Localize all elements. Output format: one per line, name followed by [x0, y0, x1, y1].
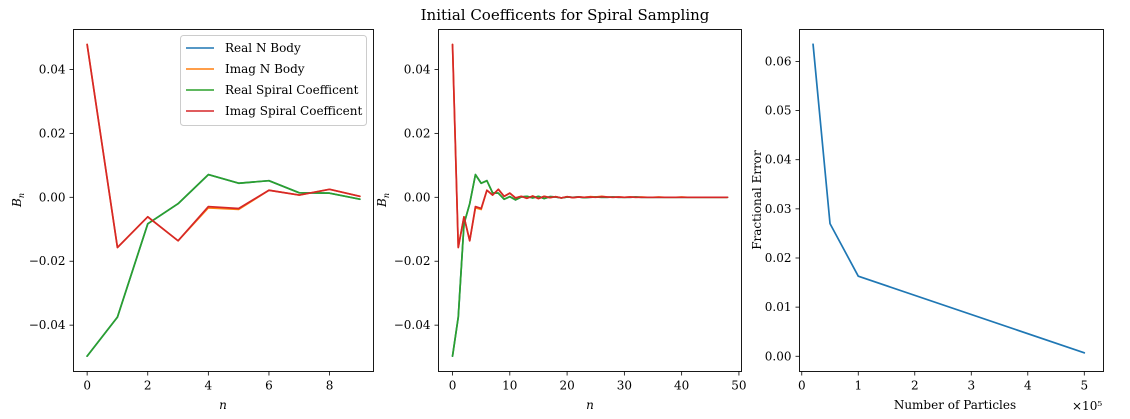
x-axis-label-3: Number of Particles — [894, 398, 1016, 412]
x-tick-label: 20 — [559, 379, 574, 393]
legend-label-real-spiral: Real Spiral Coefficent — [225, 83, 359, 97]
figure-title: Initial Coefficents for Spiral Sampling — [421, 6, 710, 24]
x-axis-label-2: n — [586, 398, 594, 412]
chart-panel-2: 0 10 20 30 40 50 −0.04 −0.02 0.00 0.02 0.04 n Bn — [375, 29, 747, 412]
legend: Real N Body Imag N Body Real Spiral Coef… — [180, 35, 367, 126]
y-tick-label: 0.01 — [765, 300, 792, 314]
y-tick-label: −0.02 — [29, 254, 66, 268]
x-tick-label: 0 — [449, 379, 457, 393]
y-tick-label: 0.02 — [39, 126, 66, 140]
x-axis-label-1: n — [219, 398, 227, 412]
series-line-real-spiral-coefficent-panel-2 — [451, 173, 729, 358]
legend-label-imag-n-body: Imag N Body — [225, 62, 305, 76]
chart-panel-1: 0 2 4 6 8 −0.04 −0.02 0.00 0.02 0.04 n Bn Real N … — [10, 29, 374, 412]
series-line-series-0-panel-3 — [812, 43, 1086, 354]
y-tick-label: −0.04 — [394, 318, 431, 332]
series-line-imag-spiral-coefficent-panel-2 — [451, 43, 729, 249]
x-tick-label: 50 — [731, 379, 746, 393]
y-tick-label: 0.00 — [39, 190, 66, 204]
x-tick-label: 1 — [854, 379, 862, 393]
y-tick-label: 0.00 — [765, 349, 792, 363]
y-axis-label-3: Fractional Error — [750, 150, 764, 250]
x-tick-label: 6 — [265, 379, 273, 393]
x-tick-label: 30 — [617, 379, 632, 393]
y-tick-label: 0.02 — [404, 126, 431, 140]
plot-area-1 — [86, 43, 361, 358]
legend-label-real-n-body: Real N Body — [225, 41, 301, 55]
x-tick-label: 0 — [798, 379, 806, 393]
x-tick-label: 4 — [1024, 379, 1032, 393]
y-tick-label: 0.00 — [404, 190, 431, 204]
plot-area-2 — [451, 43, 729, 358]
series-line-real-n-body-panel-1 — [86, 173, 361, 358]
x-tick-label: 40 — [674, 379, 689, 393]
axes-frame-3 — [799, 29, 1104, 372]
ticks-1: 0 2 4 6 8 −0.04 −0.02 0.00 0.02 0.04 — [29, 62, 334, 392]
plot-area-3 — [812, 43, 1086, 354]
x-tick-label: 8 — [326, 379, 334, 393]
series-line-real-n-body-panel-2 — [451, 173, 729, 358]
legend-label-imag-spiral: Imag Spiral Coefficent — [225, 104, 362, 118]
y-tick-label: 0.06 — [765, 54, 792, 68]
x-tick-label: 5 — [1080, 379, 1088, 393]
y-tick-label: 0.05 — [765, 104, 792, 118]
axes-frame-1 — [73, 29, 374, 372]
x-tick-label: 2 — [911, 379, 919, 393]
ticks-3: 0 1 2 3 4 5 0.00 0.01 0.02 0.03 0.04 0.05 0.06 — [765, 54, 1088, 392]
legend-box — [180, 35, 367, 126]
x-tick-label: 3 — [967, 379, 975, 393]
y-axis-label-2: Bn — [375, 193, 391, 208]
series-line-imag-n-body-panel-2 — [451, 43, 729, 249]
x-tick-label: 2 — [144, 379, 152, 393]
y-tick-label: 0.02 — [765, 251, 792, 265]
y-axis-label-1: Bn — [10, 193, 26, 208]
x-tick-label: 0 — [83, 379, 91, 393]
y-tick-label: 0.04 — [39, 62, 66, 76]
y-tick-label: 0.04 — [404, 62, 431, 76]
chart-panel-3: 0 1 2 3 4 5 0.00 0.01 0.02 0.03 0.04 0.05 0.06 Numbe… — [750, 29, 1104, 413]
x-tick-label: 10 — [502, 379, 517, 393]
y-tick-label: 0.03 — [765, 202, 792, 216]
axes-frame-2 — [438, 29, 742, 372]
series-line-imag-spiral-coefficent-panel-1 — [86, 43, 361, 249]
x-axis-multiplier: ×10⁵ — [1072, 399, 1102, 413]
y-tick-label: −0.04 — [29, 318, 66, 332]
series-line-real-spiral-coefficent-panel-1 — [86, 173, 361, 358]
ticks-2: 0 10 20 30 40 50 −0.04 −0.02 0.00 0.02 0.04 — [394, 62, 747, 392]
y-tick-label: −0.02 — [394, 254, 431, 268]
y-tick-label: 0.04 — [765, 153, 792, 167]
x-tick-label: 4 — [205, 379, 213, 393]
